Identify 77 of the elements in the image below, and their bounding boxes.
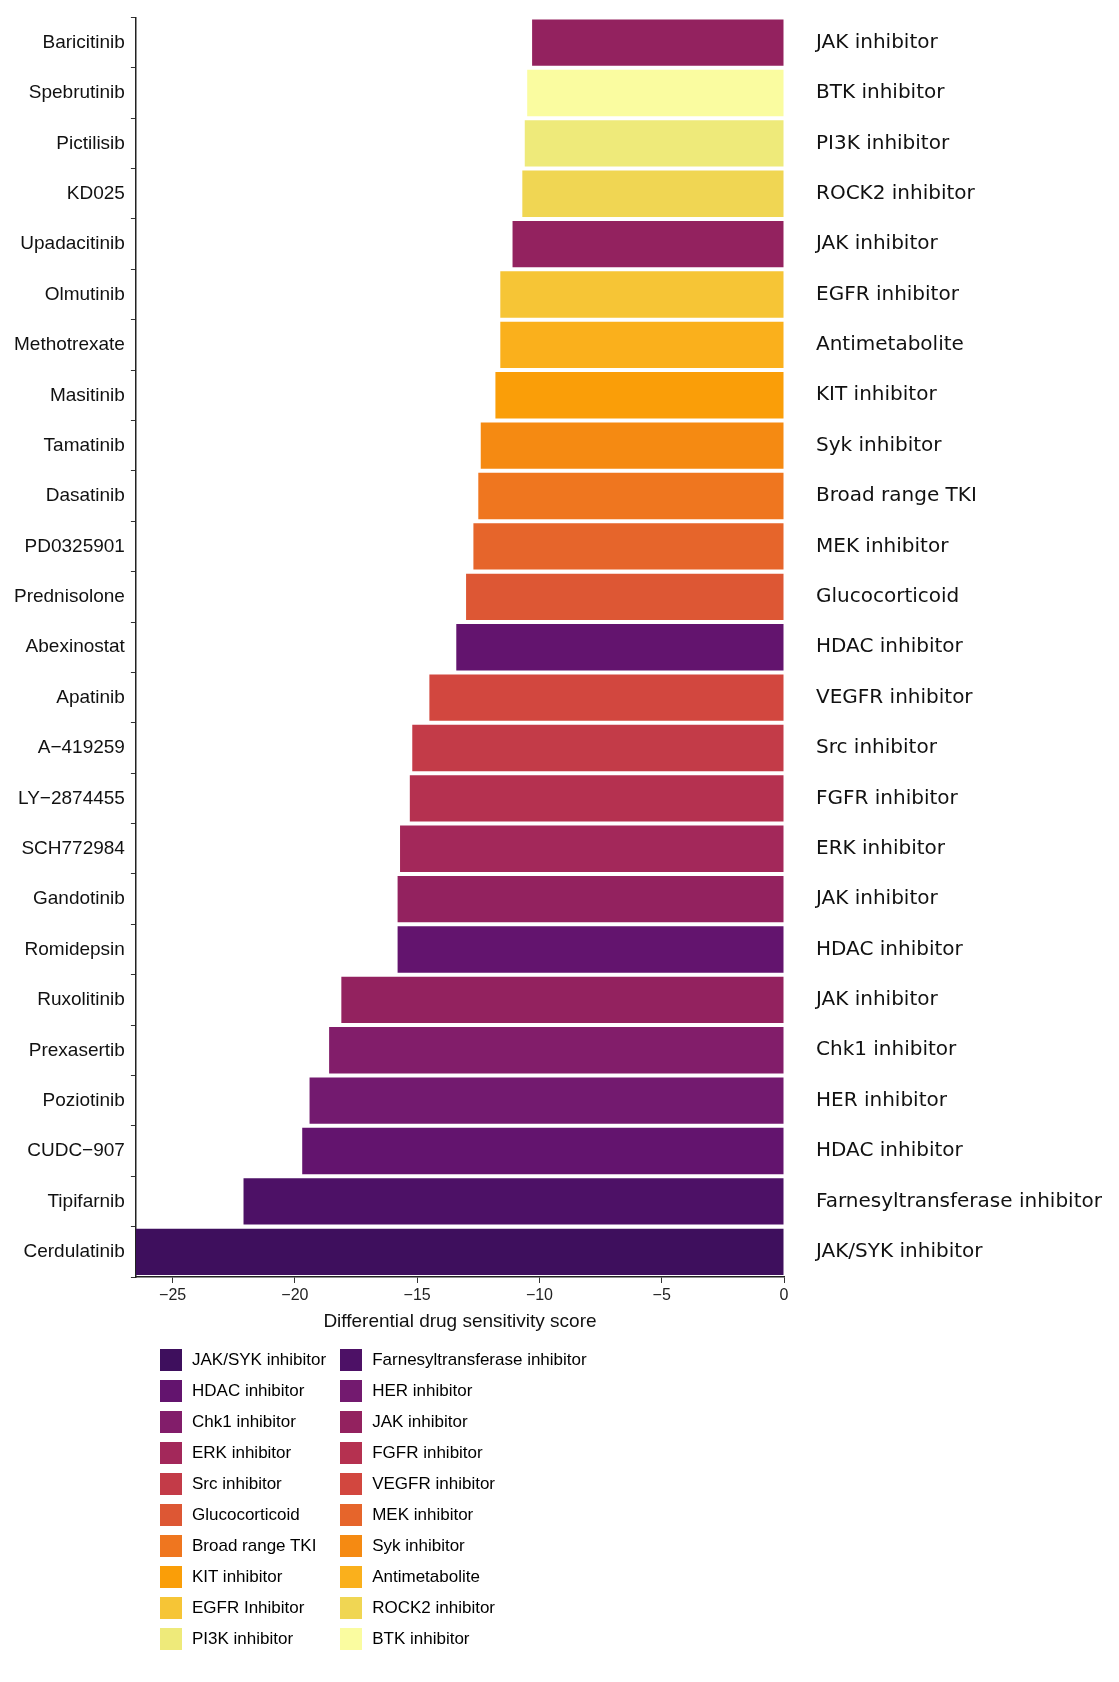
x-tick-label: −15 [403, 1286, 431, 1304]
legend-label: Chk1 inhibitor [192, 1412, 296, 1432]
x-tick-label: −5 [652, 1286, 671, 1304]
legend-label: ERK inhibitor [192, 1443, 292, 1463]
y-tick-label: Spebrutinib [28, 81, 125, 103]
text: JAK inhibitor [814, 986, 939, 1011]
text: Glucocorticoid [816, 583, 960, 608]
x-tick-label: −10 [525, 1286, 554, 1304]
text: EGFR inhibitor [816, 280, 960, 305]
y-tick-label: Tamatinib [43, 433, 125, 455]
legend-label: Src inhibitor [192, 1474, 282, 1494]
text: JAK/SYK inhibitor [814, 1238, 984, 1263]
y-tick-label: Pictilisib [56, 131, 125, 153]
y-tick-label: Dasatinib [45, 484, 125, 506]
y-tick-label: Cerdulatinib [23, 1240, 125, 1262]
text: HDAC inhibitor [816, 935, 964, 960]
y-tick-label: PD0325901 [24, 534, 125, 556]
text: Src inhibitor [816, 734, 938, 759]
legend-label: HER inhibitor [372, 1381, 473, 1401]
text: Syk inhibitor [816, 431, 943, 456]
x-axis-title: Differential drug sensitivity score [323, 1309, 597, 1331]
legend-label: BTK inhibitor [372, 1629, 470, 1649]
y-tick-label: Prexasertib [28, 1038, 125, 1060]
x-tick-label: −20 [281, 1286, 309, 1304]
legend-label: ROCK2 inhibitor [372, 1598, 496, 1618]
y-tick-label: Masitinib [49, 383, 125, 405]
y-tick-label: A−419259 [37, 736, 125, 758]
legend-label: KIT inhibitor [192, 1567, 283, 1587]
legend-label: JAK inhibitor [372, 1412, 468, 1432]
y-tick-label: Prednisolone [13, 585, 125, 607]
y-tick-label: Tipifarnib [47, 1189, 125, 1211]
y-tick-label: Ruxolitinib [37, 988, 125, 1010]
y-tick-label: Olmutinib [44, 282, 125, 304]
y-tick-label: CUDC−907 [27, 1139, 125, 1161]
text: BTK inhibitor [816, 79, 946, 104]
text: HDAC inhibitor [816, 633, 964, 658]
legend-label: Syk inhibitor [372, 1536, 465, 1556]
text: KIT inhibitor [816, 381, 938, 406]
legend-label: PI3K inhibitor [192, 1629, 294, 1649]
y-tick-label: Poziotinib [42, 1088, 125, 1110]
legend-label: Glucocorticoid [192, 1505, 300, 1525]
text: ROCK2 inhibitor [816, 179, 976, 204]
y-tick-label: KD025 [66, 181, 125, 203]
text: JAK inhibitor [814, 885, 939, 910]
legend-label: JAK/SYK inhibitor [192, 1350, 327, 1370]
y-tick-label: Gandotinib [33, 887, 125, 909]
text: JAK inhibitor [814, 230, 939, 255]
text: HDAC inhibitor [816, 1137, 964, 1162]
text: PI3K inhibitor [816, 129, 950, 154]
text: Farnesyltransferase inhibitor [816, 1187, 1103, 1212]
y-tick-label: Upadacitinib [20, 232, 125, 254]
legend-label: VEGFR inhibitor [372, 1474, 496, 1494]
legend-label: HDAC inhibitor [192, 1381, 305, 1401]
legend-label: Antimetabolite [372, 1567, 480, 1587]
text: HER inhibitor [816, 1086, 948, 1111]
text: Broad range TKI [816, 482, 977, 507]
y-tick-label: Abexinostat [25, 635, 126, 657]
y-tick-label: SCH772984 [21, 836, 126, 858]
text: Chk1 inhibitor [816, 1036, 958, 1061]
y-tick-label: Methotrexate [14, 333, 125, 355]
legend-label: EGFR Inhibitor [192, 1598, 305, 1618]
text: JAK inhibitor [814, 28, 939, 53]
y-tick-label: Apatinib [56, 685, 125, 707]
text: Antimetabolite [816, 331, 964, 356]
text: VEGFR inhibitor [816, 683, 974, 708]
legend-label: FGFR inhibitor [372, 1443, 483, 1463]
legend-label: Farnesyltransferase inhibitor [372, 1350, 587, 1370]
x-tick-label: 0 [779, 1286, 789, 1304]
y-tick-label: LY−2874455 [18, 786, 125, 808]
legend-label: Broad range TKI [192, 1536, 317, 1556]
y-tick-label: Baricitinib [42, 30, 125, 52]
legend-label: MEK inhibitor [372, 1505, 474, 1525]
text: ERK inhibitor [816, 834, 946, 859]
x-tick-label: −25 [159, 1286, 187, 1304]
text: MEK inhibitor [816, 532, 950, 557]
text: FGFR inhibitor [816, 784, 959, 809]
y-tick-label: Romidepsin [24, 937, 125, 959]
